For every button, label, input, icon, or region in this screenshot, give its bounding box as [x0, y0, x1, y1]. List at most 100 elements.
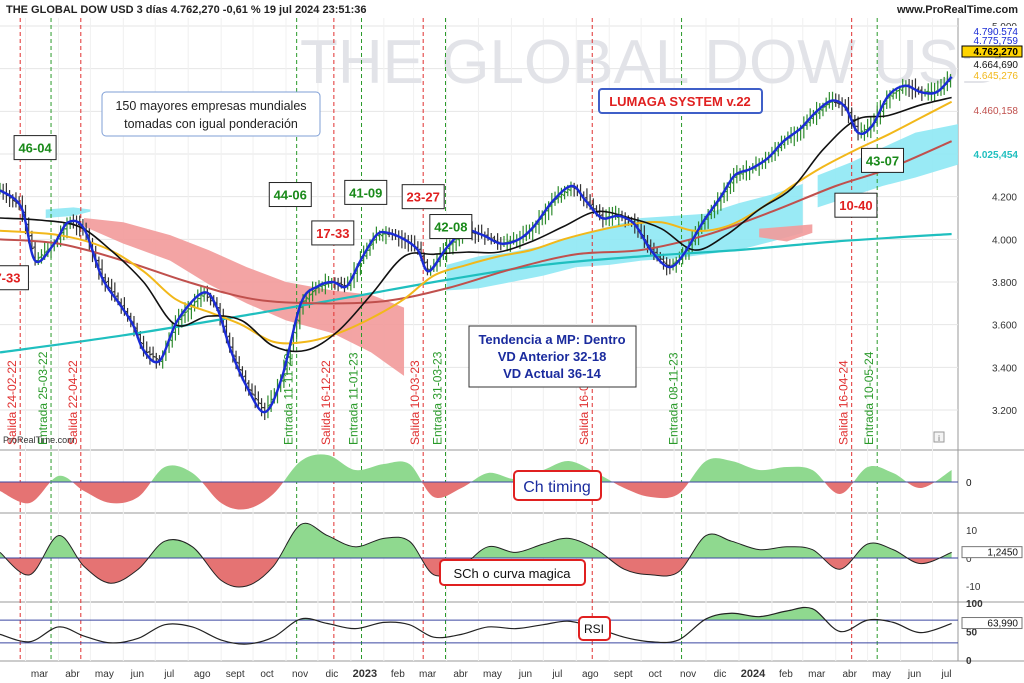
price-tick-label: 3.400 — [992, 363, 1017, 374]
signal-box-label: 7-33 — [0, 271, 20, 286]
header-bar — [0, 0, 1024, 18]
x-tick-label: may — [872, 669, 891, 680]
description-box — [101, 91, 321, 137]
signal-box-label: 44-06 — [274, 188, 307, 203]
signal-label-exit: Salida 16-04-24 — [837, 360, 851, 445]
sch-negative-area — [0, 558, 952, 588]
price-lines — [0, 75, 953, 414]
price-tag-bg — [962, 59, 1022, 70]
price-tag: 4.645,276 — [974, 71, 1019, 82]
signal-box-exit — [834, 192, 878, 218]
ch-timing-label: Ch timing — [523, 479, 591, 496]
x-tick-label: abr — [65, 669, 80, 680]
x-tick-label: jul — [163, 669, 174, 680]
price-tick-label: 4.200 — [992, 193, 1017, 204]
signal-label-entry: Entrada 11-01-23 — [347, 352, 361, 445]
signal-box-entry — [13, 135, 57, 161]
price-tick-label: 3.800 — [992, 278, 1017, 289]
x-tick-label: nov — [292, 669, 308, 680]
price-tag: 4.775,759 — [974, 36, 1019, 47]
price-tick-label: 3.600 — [992, 321, 1017, 332]
axes: 5.0004.8004.6004.4004.2004.0003.8003.600… — [31, 22, 1023, 680]
signal-box-label: 41-09 — [349, 185, 382, 200]
system-label: LUMAGA SYSTEM v.22 — [609, 94, 751, 109]
x-tick-label: abr — [453, 669, 468, 680]
price-tag-bg — [962, 26, 1022, 37]
rsi-tick-label: 100 — [966, 599, 983, 610]
price-tag-bg — [962, 105, 1022, 116]
x-tick-label: mar — [808, 669, 826, 680]
signal-label-exit: Salida 22-04-22 — [66, 360, 80, 445]
signal-box-label: 10-40 — [839, 198, 872, 213]
cloud-red — [759, 224, 813, 242]
signal-label-exit: Salida 24-02-22 — [5, 360, 19, 445]
rsi-tag: 63,990 — [987, 619, 1018, 630]
signal-box-exit — [401, 184, 445, 210]
price-tag: 4.664,690 — [974, 60, 1019, 71]
series-ma_slow — [0, 140, 953, 305]
signal-label-exit: Salida 10-03-23 — [408, 360, 422, 445]
sch-label: SCh o curva magica — [453, 566, 571, 581]
rsi-line — [0, 606, 952, 645]
x-tick-label: sept — [614, 669, 633, 680]
sch-tag: 1,2450 — [987, 548, 1018, 559]
sch-box — [439, 559, 586, 586]
description-line-1: 150 mayores empresas mundiales — [115, 99, 306, 113]
signal-box-entry — [268, 182, 312, 208]
x-tick-label: abr — [842, 669, 857, 680]
price-tag: 4.460,158 — [974, 106, 1019, 117]
series-ma_long — [0, 232, 952, 354]
price-tick-label: 4.000 — [992, 235, 1017, 246]
x-tick-label: jul — [551, 669, 562, 680]
price-tag-bg — [962, 70, 1022, 81]
signal-label-entry: Entrada 08-11-23 — [667, 352, 681, 445]
system-box — [598, 88, 763, 114]
x-tick-label: may — [483, 669, 502, 680]
rsi-box — [578, 616, 611, 641]
header-website[interactable]: www.ProRealTime.com — [896, 4, 1018, 16]
ch-timing-positive-area — [0, 454, 952, 482]
signal-label-entry: Entrada 31-03-23 — [431, 351, 445, 445]
price-tag: 4.025,454 — [974, 150, 1019, 161]
signal-label-entry: Entrada 11-11-22 — [282, 353, 296, 445]
price-tag: 4.762,270 — [974, 47, 1019, 58]
x-tick-label: sept — [226, 669, 245, 680]
header-title: THE GLOBAL DOW USD 3 días 4.762,270 -0,6… — [6, 4, 367, 16]
signal-box-entry — [429, 214, 473, 240]
x-tick-label: mar — [419, 669, 437, 680]
signal-label-entry: Entrada 10-05-24 — [862, 351, 876, 445]
x-tick-label: jun — [518, 669, 532, 680]
price-tag-bg — [961, 45, 1023, 58]
signal-box-entry — [344, 179, 388, 205]
x-tick-label: ago — [582, 669, 599, 680]
x-tick-label: mar — [31, 669, 49, 680]
x-tick-label: oct — [260, 669, 274, 680]
signal-box-exit — [311, 220, 355, 246]
ch-tick-label: 0 — [966, 478, 972, 489]
cloud-cyan — [45, 207, 91, 218]
credit-label: ProRealTime.com — [3, 435, 75, 445]
trend-box — [468, 325, 637, 388]
x-tick-label: 2024 — [741, 668, 766, 680]
signal-label-exit: Salida 16-12-22 — [319, 360, 333, 445]
sch-tag-bg — [961, 546, 1023, 559]
price-tick-label: 3.200 — [992, 406, 1017, 417]
info-icon-glyph: i — [938, 434, 940, 443]
signal-boxes: 7-33 46-04 44-06 17-33 41-09 23-27 42-08 10-40 4… — [0, 135, 905, 291]
rsi-overbought-area — [0, 607, 952, 621]
series-ma_fast — [0, 96, 952, 353]
x-tick-label: jul — [940, 669, 951, 680]
info-icon[interactable] — [933, 431, 945, 443]
price-tag: 4.790,574 — [974, 27, 1019, 38]
signal-label-entry: Entrada 25-03-22 — [36, 351, 50, 445]
trend-line-1: Tendencia a MP: Dentro — [478, 332, 625, 347]
series-ma_medium — [0, 100, 953, 345]
x-tick-label: feb — [779, 669, 793, 680]
signal-box-entry — [861, 147, 905, 173]
sch-tick-label: 0 — [966, 554, 972, 565]
x-tick-label: dic — [326, 669, 339, 680]
description-line-2: tomadas con igual ponderación — [124, 117, 298, 131]
x-tick-label: may — [95, 669, 114, 680]
sch-positive-area — [0, 523, 952, 558]
price-tag-bg — [962, 35, 1022, 46]
